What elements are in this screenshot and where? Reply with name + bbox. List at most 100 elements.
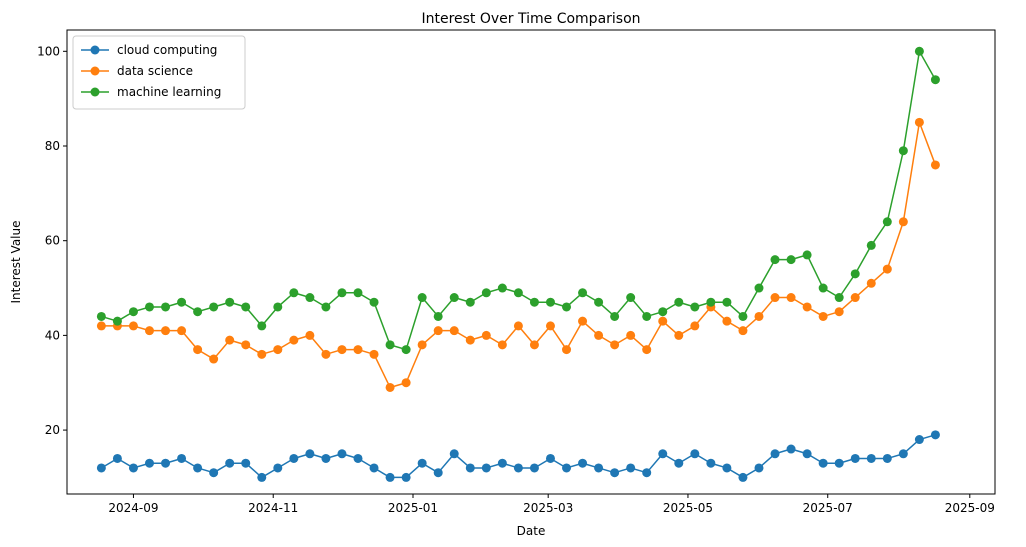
y-tick-label: 80 [45, 139, 60, 153]
data-point [513, 288, 523, 298]
data-point [193, 345, 203, 355]
y-tick-label: 60 [45, 234, 60, 248]
data-point [497, 283, 507, 293]
data-point [433, 468, 443, 478]
legend-label: machine learning [117, 85, 221, 99]
data-point [626, 463, 636, 473]
data-point [401, 378, 411, 388]
data-point [914, 46, 924, 56]
data-point [289, 335, 299, 345]
data-point [193, 463, 203, 473]
data-point [273, 463, 283, 473]
data-point [513, 321, 523, 331]
data-point [898, 449, 908, 459]
data-point [96, 321, 106, 331]
data-point [706, 297, 716, 307]
data-point [529, 297, 539, 307]
legend-marker [90, 87, 100, 97]
data-point [96, 463, 106, 473]
data-point [497, 340, 507, 350]
data-point [594, 297, 604, 307]
data-point [578, 288, 588, 298]
series-1 [96, 117, 940, 392]
data-point [562, 463, 572, 473]
x-tick-label: 2024-09 [108, 501, 158, 515]
data-point [497, 458, 507, 468]
data-point [545, 297, 555, 307]
data-point [898, 217, 908, 227]
legend: cloud computing data science machine learn… [72, 35, 246, 110]
data-point [417, 340, 427, 350]
data-point [353, 453, 363, 463]
data-point [770, 255, 780, 265]
x-tick-label: 2024-11 [248, 501, 298, 515]
data-point [337, 345, 347, 355]
data-point [513, 463, 523, 473]
data-point [241, 302, 251, 312]
data-point [930, 160, 940, 170]
data-point [353, 345, 363, 355]
data-point [754, 311, 764, 321]
data-point [866, 278, 876, 288]
data-point [850, 269, 860, 279]
data-point [369, 463, 379, 473]
data-point [305, 330, 315, 340]
data-point [481, 288, 491, 298]
data-point [754, 283, 764, 293]
data-point [161, 326, 171, 336]
data-point [930, 430, 940, 440]
data-point [449, 326, 459, 336]
data-point [273, 345, 283, 355]
data-point [914, 117, 924, 127]
data-point [449, 293, 459, 303]
data-point [305, 449, 315, 459]
data-point [578, 458, 588, 468]
data-point [834, 307, 844, 317]
legend-item: cloud computing [81, 43, 217, 57]
data-point [834, 293, 844, 303]
x-tick-label: 2025-07 [803, 501, 853, 515]
data-point [754, 463, 764, 473]
data-point [578, 316, 588, 326]
data-point [128, 463, 138, 473]
data-point [594, 463, 604, 473]
data-point [128, 307, 138, 317]
data-point [481, 463, 491, 473]
data-point [353, 288, 363, 298]
data-point [626, 293, 636, 303]
data-point [738, 311, 748, 321]
data-point [658, 307, 668, 317]
data-point [177, 453, 187, 463]
data-point [866, 453, 876, 463]
data-point [690, 302, 700, 312]
data-point [144, 302, 154, 312]
data-point [289, 453, 299, 463]
data-point [690, 321, 700, 331]
data-point [385, 472, 395, 482]
plot-area [96, 46, 940, 482]
data-point [289, 288, 299, 298]
y-tick-label: 100 [37, 44, 60, 58]
data-point [642, 311, 652, 321]
legend-item: machine learning [81, 85, 221, 99]
data-point [385, 340, 395, 350]
data-point [209, 302, 219, 312]
data-point [786, 444, 796, 454]
data-point [770, 293, 780, 303]
data-point [818, 283, 828, 293]
data-point [690, 449, 700, 459]
data-point [385, 382, 395, 392]
data-point [417, 458, 427, 468]
y-axis: 20 40 60 80 100 [37, 44, 67, 437]
data-point [529, 463, 539, 473]
data-point [642, 468, 652, 478]
y-tick-label: 20 [45, 423, 60, 437]
data-point [465, 297, 475, 307]
data-point [193, 307, 203, 317]
data-point [786, 293, 796, 303]
data-point [786, 255, 796, 265]
data-point [161, 302, 171, 312]
data-point [257, 349, 267, 359]
data-point [802, 250, 812, 260]
